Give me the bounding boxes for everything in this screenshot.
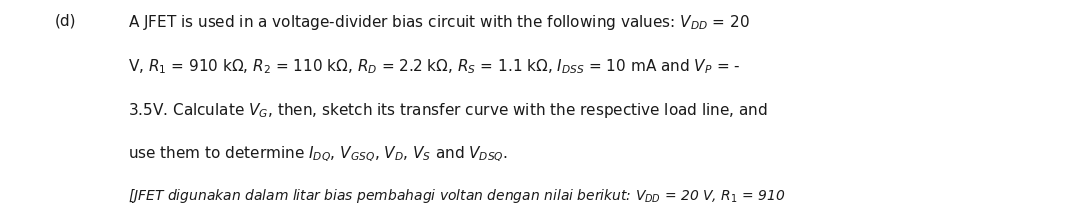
Text: 3.5V. Calculate $V_G$, then, sketch its transfer curve with the respective load : 3.5V. Calculate $V_G$, then, sketch its … [129,101,768,120]
Text: [JFET digunakan dalam litar bias pembahagi voltan dengan nilai berikut: $V_{DD}$: [JFET digunakan dalam litar bias pembaha… [129,187,785,205]
Text: use them to determine $I_{DQ}$, $V_{GSQ}$, $V_D$, $V_S$ and $V_{DSQ}$.: use them to determine $I_{DQ}$, $V_{GSQ}… [129,145,508,164]
Text: V, $R_1$ = 910 k$\Omega$, $R_2$ = 110 k$\Omega$, $R_D$ = 2.2 k$\Omega$, $R_S$ = : V, $R_1$ = 910 k$\Omega$, $R_2$ = 110 k$… [129,57,741,76]
Text: A JFET is used in a voltage-divider bias circuit with the following values: $V_{: A JFET is used in a voltage-divider bias… [129,13,750,32]
Text: (d): (d) [55,13,77,28]
